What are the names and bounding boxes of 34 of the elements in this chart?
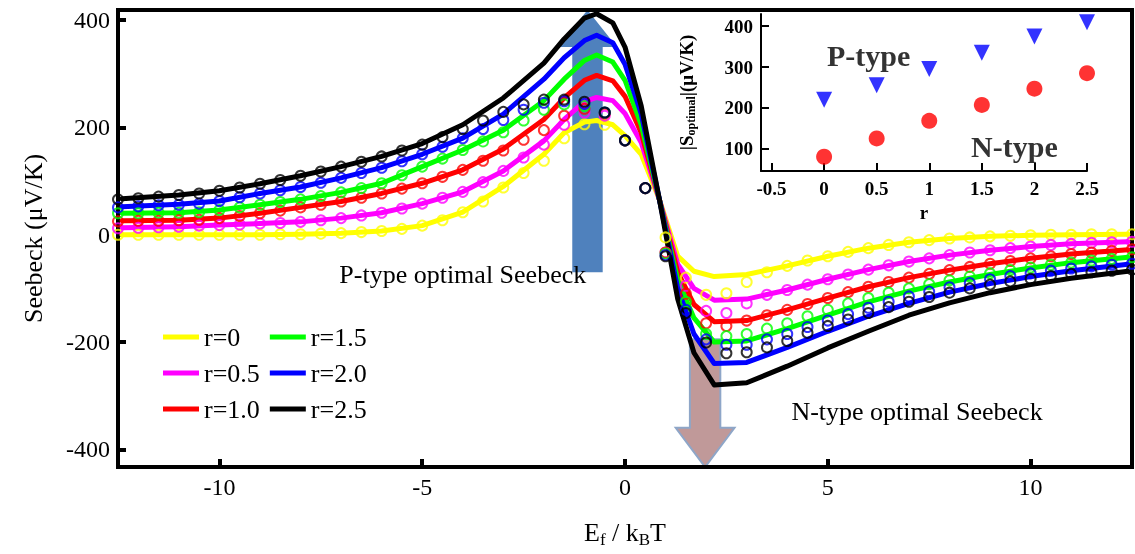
x-tick-label: 0 (619, 474, 631, 500)
y-axis-title: |Soptimal|(μV/K) (675, 34, 698, 151)
series-label: N-type (971, 130, 1058, 164)
x-tick-label: 2.5 (1075, 178, 1099, 199)
legend-label: r=2.5 (310, 394, 367, 424)
annotation: P-type optimal Seebeck (339, 260, 587, 290)
x-tick-label: -0.5 (756, 178, 787, 199)
y-axis-title: Seebeck (μV/K) (18, 153, 48, 324)
x-tick-label: 0.5 (864, 178, 889, 199)
y-tick-label: 0 (98, 221, 110, 248)
y-tick-label: 400 (74, 7, 110, 34)
legend-label: r=1.0 (204, 394, 260, 424)
legend-label: r=1.5 (310, 322, 367, 352)
legend-label: r=2.0 (310, 358, 367, 388)
x-tick-label: 2 (1029, 178, 1040, 199)
y-tick-label: 100 (724, 138, 753, 160)
x-tick-label: 1.5 (969, 178, 994, 199)
y-tick-label: 200 (74, 114, 110, 141)
x-tick-label: 10 (1018, 474, 1043, 500)
y-tick-label: -200 (66, 329, 110, 356)
x-axis-title: r (919, 202, 929, 223)
x-tick-label: -10 (203, 474, 236, 500)
annotation: N-type optimal Seebeck (791, 397, 1043, 427)
y-tick-label: 300 (724, 56, 753, 78)
legend-label: r=0 (204, 322, 241, 352)
series-label: P-type (826, 38, 911, 72)
x-tick-label: -5 (412, 474, 433, 500)
y-tick-label: 200 (724, 97, 753, 119)
x-tick-label: 1 (924, 178, 935, 199)
y-tick-label: -400 (66, 436, 110, 463)
x-tick-label: 5 (821, 474, 834, 500)
x-tick-label: 0 (819, 178, 829, 199)
y-tick-label: 400 (724, 15, 753, 37)
legend-label: r=0.5 (204, 358, 260, 388)
